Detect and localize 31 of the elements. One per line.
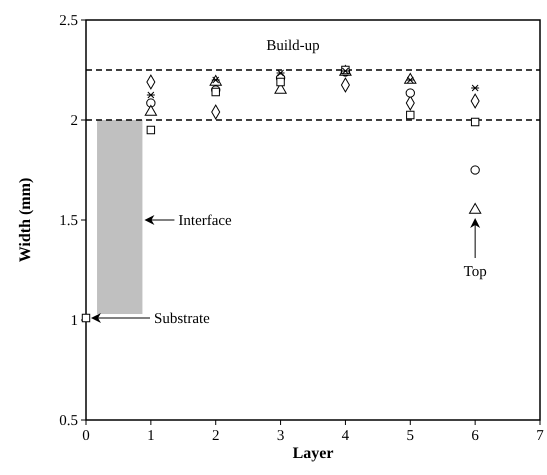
x-tick-label: 0 bbox=[82, 428, 90, 444]
annotation: Top bbox=[464, 264, 487, 280]
x-tick-label: 5 bbox=[406, 428, 414, 444]
x-tick-label: 3 bbox=[276, 428, 284, 444]
point bbox=[470, 118, 480, 126]
y-tick-label: 1.5 bbox=[59, 213, 78, 229]
point bbox=[146, 92, 156, 98]
point bbox=[82, 314, 90, 322]
y-tick-label: 0.5 bbox=[59, 413, 78, 429]
y-tick-label: 1 bbox=[70, 313, 78, 329]
point bbox=[470, 84, 480, 92]
annotation: Substrate bbox=[154, 311, 210, 327]
annotation: Interface bbox=[178, 213, 232, 229]
x-tick-label: 6 bbox=[471, 428, 480, 444]
point bbox=[146, 126, 156, 134]
x-tick-label: 2 bbox=[212, 428, 220, 444]
annotation: Build-up bbox=[266, 38, 320, 54]
point bbox=[406, 110, 414, 120]
y-axis-title: Width (mm) bbox=[17, 178, 34, 262]
y-tick-label: 2.5 bbox=[59, 13, 78, 29]
x-tick-label: 4 bbox=[342, 428, 350, 444]
x-tick-label: 7 bbox=[536, 428, 544, 444]
point bbox=[212, 88, 220, 96]
point bbox=[406, 88, 415, 98]
point bbox=[276, 78, 285, 86]
point bbox=[146, 98, 156, 108]
point bbox=[470, 165, 480, 175]
point bbox=[276, 70, 286, 76]
y-tick-label: 2 bbox=[70, 113, 78, 129]
x-tick-label: 1 bbox=[147, 428, 155, 444]
x-axis-title: Layer bbox=[292, 445, 334, 462]
